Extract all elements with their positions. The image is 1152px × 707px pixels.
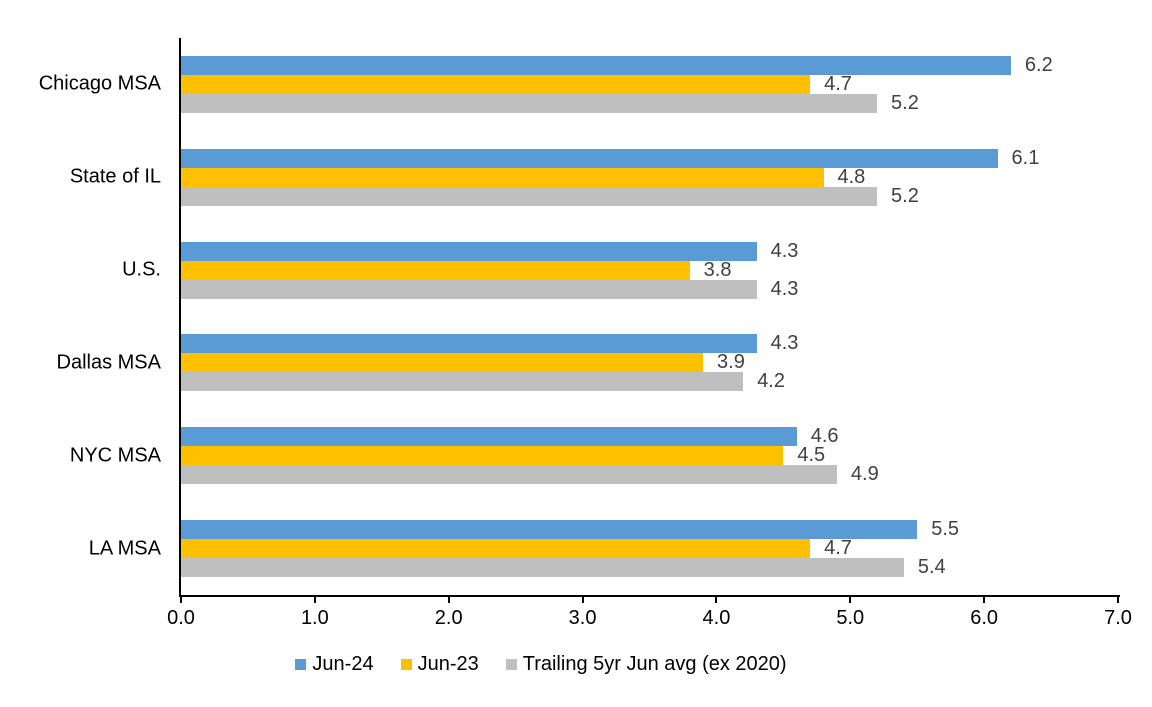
bar-jun-24 <box>181 148 998 168</box>
data-label: 4.3 <box>770 239 799 262</box>
bar-jun-24 <box>181 427 797 447</box>
x-tick-label: 4.0 <box>702 607 731 629</box>
x-tick-mark <box>313 597 316 603</box>
bar-jun-24 <box>181 55 1011 75</box>
bar-trailing-5yr-jun-avg-ex-2020- <box>181 93 878 113</box>
bar-trailing-5yr-jun-avg-ex-2020- <box>181 186 878 206</box>
legend: Jun-24 Jun-23 Trailing 5yr Jun avg (ex 202… <box>0 651 1082 677</box>
category-label: Dallas MSA <box>56 351 161 374</box>
x-tick-mark <box>447 597 450 603</box>
bar-trailing-5yr-jun-avg-ex-2020- <box>181 558 904 578</box>
bar-jun-23 <box>181 539 811 559</box>
bar-trailing-5yr-jun-avg-ex-2020- <box>181 279 757 299</box>
legend-label: Jun-23 <box>417 652 479 675</box>
legend-item: Trailing 5yr Jun avg (ex 2020) <box>505 652 787 676</box>
data-label: 4.9 <box>850 463 879 486</box>
x-tick-label: 6.0 <box>970 607 999 629</box>
x-tick-mark <box>1117 597 1119 603</box>
bar-jun-24 <box>181 241 757 261</box>
data-label: 6.2 <box>1024 53 1053 76</box>
data-label: 4.3 <box>770 332 799 355</box>
bar-trailing-5yr-jun-avg-ex-2020- <box>181 372 744 392</box>
bar-jun-23 <box>181 167 824 187</box>
bar-jun-24 <box>181 520 918 540</box>
legend-swatch <box>400 658 412 670</box>
data-label: 5.2 <box>891 91 919 114</box>
category-label: NYC MSA <box>69 444 161 467</box>
legend-item: Jun-24 <box>295 652 374 676</box>
x-tick-mark <box>849 597 852 603</box>
x-tick-mark <box>715 597 718 603</box>
data-label: 4.8 <box>837 165 866 188</box>
x-tick-mark <box>180 597 182 603</box>
data-label: 5.2 <box>891 184 919 207</box>
x-tick-mark <box>983 597 986 603</box>
category-label: U.S. <box>122 258 161 281</box>
bar-trailing-5yr-jun-avg-ex-2020- <box>181 465 837 485</box>
x-tick-label: 7.0 <box>1104 607 1132 629</box>
data-label: 5.4 <box>917 556 946 579</box>
data-label: 6.1 <box>1011 146 1040 169</box>
category-label: State of IL <box>69 165 161 188</box>
category-label: Chicago MSA <box>38 72 161 95</box>
data-label: 4.7 <box>824 72 852 95</box>
data-label: 5.5 <box>931 518 960 541</box>
legend-swatch <box>505 658 517 670</box>
legend-label: Trailing 5yr Jun avg (ex 2020) <box>522 652 787 675</box>
x-tick-label: 1.0 <box>300 607 329 629</box>
data-label: 4.6 <box>810 425 839 448</box>
data-label: 3.8 <box>703 258 732 281</box>
bar-jun-23 <box>181 446 784 466</box>
data-label: 4.3 <box>770 277 799 300</box>
x-tick-label: 2.0 <box>434 607 463 629</box>
x-axis-line <box>179 595 1120 597</box>
legend-label: Jun-24 <box>312 652 374 675</box>
bar-jun-23 <box>181 74 811 94</box>
legend-swatch <box>295 658 307 670</box>
x-tick-mark <box>581 597 584 603</box>
x-tick-label: 3.0 <box>568 607 597 629</box>
y-axis-line <box>179 38 181 597</box>
x-tick-label: 0.0 <box>167 607 195 629</box>
legend-item: Jun-23 <box>400 652 479 676</box>
category-label: LA MSA <box>88 537 161 560</box>
bar-jun-24 <box>181 334 757 354</box>
data-label: 3.9 <box>717 351 745 374</box>
data-label: 4.2 <box>757 370 785 393</box>
x-tick-label: 5.0 <box>836 607 865 629</box>
bar-jun-23 <box>181 353 704 373</box>
bar-jun-23 <box>181 260 690 280</box>
data-label: 4.5 <box>797 444 826 467</box>
data-label: 4.7 <box>824 537 852 560</box>
